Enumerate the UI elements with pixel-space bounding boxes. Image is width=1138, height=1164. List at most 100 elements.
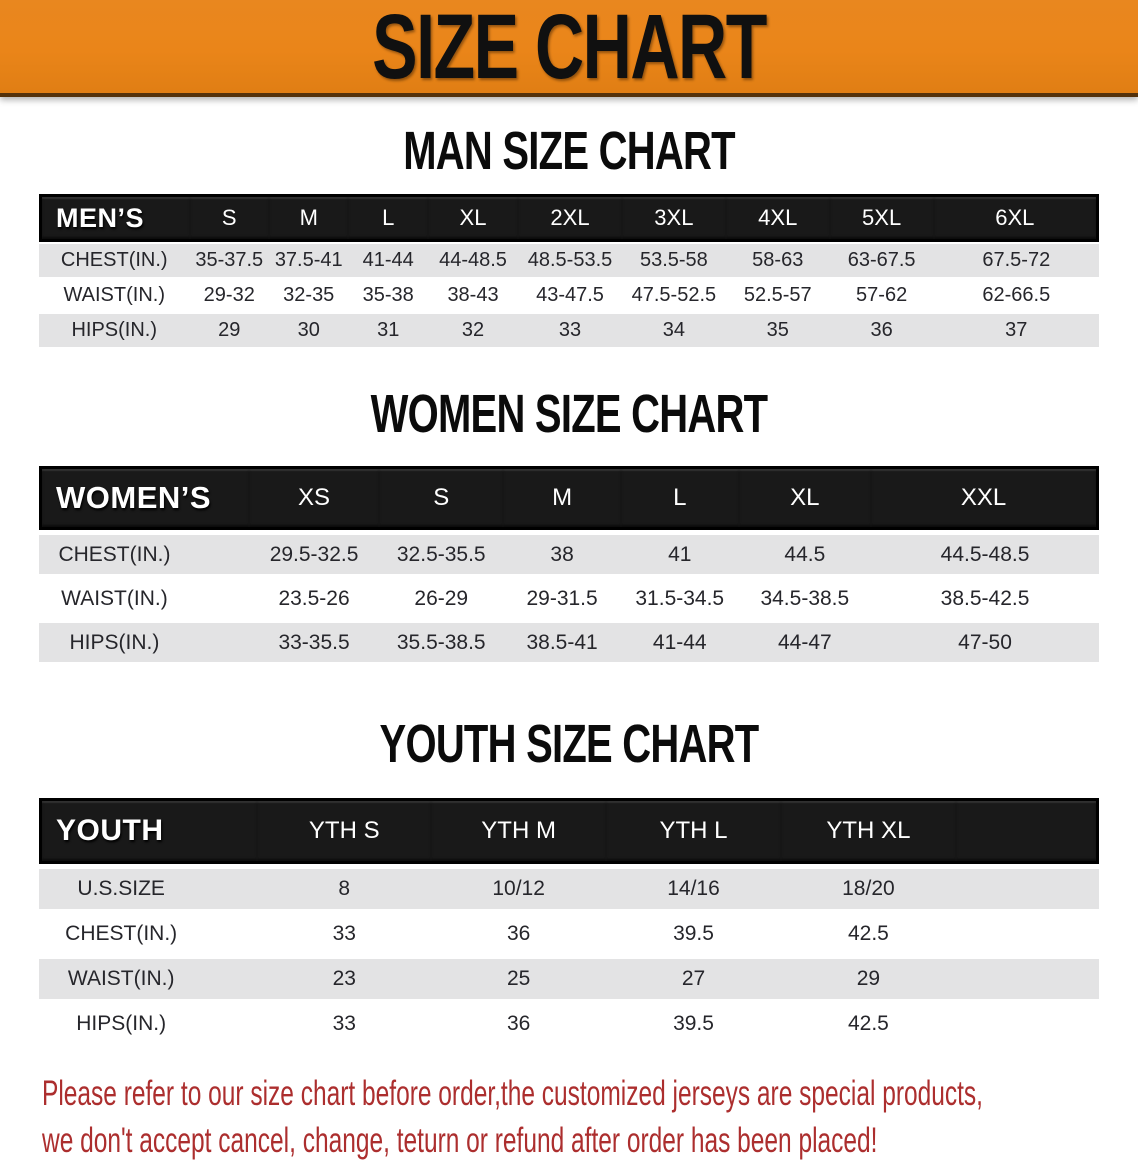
- table-header-row: YOUTH YTH S YTH M YTH L YTH XL: [39, 798, 1099, 864]
- value-cell: 63-67.5: [829, 244, 934, 277]
- value-cell: 38: [503, 535, 621, 574]
- value-cell: 29: [189, 314, 269, 347]
- value-cell: 29: [780, 959, 956, 999]
- page-title: SIZE CHART: [303, 1, 835, 93]
- value-cell: 33: [257, 1004, 432, 1044]
- men-size-table: MEN’S S M L XL 2XL 3XL 4XL 5XL 6XL CHEST(IN.) 35-37…: [39, 192, 1099, 349]
- value-cell: 36: [829, 314, 934, 347]
- row-label-cell: WAIST(IN.): [39, 579, 249, 618]
- size-column-header: M: [269, 194, 349, 242]
- value-cell: 32-35: [269, 279, 349, 312]
- value-cell: 41-44: [348, 244, 428, 277]
- size-column-header: XL: [427, 194, 519, 242]
- size-column-header: S: [189, 194, 269, 242]
- table-header-row: WOMEN’S XS S M L XL XXL: [39, 466, 1099, 530]
- disclaimer-line-1: Please refer to our size chart before or…: [42, 1074, 983, 1113]
- women-size-section: WOMEN SIZE CHART WOMEN’S XS S M L XL XXL CHEST(…: [0, 387, 1138, 667]
- value-cell: 41: [620, 535, 739, 574]
- value-cell: 32: [427, 314, 519, 347]
- value-cell: 35: [725, 314, 830, 347]
- youth-section-heading-text: YOUTH SIZE CHART: [379, 714, 760, 774]
- disclaimer: Please refer to our size chart before or…: [42, 1070, 1138, 1164]
- value-cell: 14/16: [606, 869, 781, 909]
- row-label-cell: HIPS(IN.): [39, 314, 190, 347]
- size-column-header: XL: [738, 466, 872, 530]
- size-column-header: YTH XL: [780, 798, 956, 864]
- value-cell: 44.5: [738, 535, 872, 574]
- value-cell: 18/20: [780, 869, 956, 909]
- value-cell: 36: [431, 914, 607, 954]
- page-title-text: SIZE CHART: [372, 0, 767, 98]
- value-cell: 48.5-53.5: [518, 244, 622, 277]
- row-label-cell: CHEST(IN.): [39, 535, 249, 574]
- value-cell: 44.5-48.5: [871, 535, 1099, 574]
- blank-cell: [955, 914, 1099, 954]
- value-cell: 23.5-26: [248, 579, 380, 618]
- value-cell: 37.5-41: [269, 244, 349, 277]
- men-section-heading-text: MAN SIZE CHART: [403, 121, 735, 181]
- value-cell: 35-37.5: [189, 244, 269, 277]
- women-section-heading-text: WOMEN SIZE CHART: [370, 384, 768, 444]
- value-cell: 67.5-72: [933, 244, 1099, 277]
- value-cell: 10/12: [431, 869, 607, 909]
- value-cell: 35-38: [348, 279, 428, 312]
- youth-size-section: YOUTH SIZE CHART YOUTH YTH S YTH M YTH L YTH…: [0, 717, 1138, 1049]
- value-cell: 29.5-32.5: [248, 535, 380, 574]
- value-cell: 30: [269, 314, 349, 347]
- value-cell: 53.5-58: [621, 244, 726, 277]
- value-cell: 38.5-42.5: [871, 579, 1099, 618]
- size-column-header: 3XL: [621, 194, 726, 242]
- measurement-row: CHEST(IN.) 35-37.5 37.5-41 41-44 44-48.5 48.5…: [39, 244, 1099, 277]
- table-title-cell: YOUTH: [39, 798, 258, 864]
- blank-cell: [955, 959, 1099, 999]
- size-column-header: YTH L: [606, 798, 781, 864]
- value-cell: 42.5: [780, 1004, 956, 1044]
- banner: SIZE CHART: [0, 0, 1138, 97]
- value-cell: 47-50: [871, 623, 1099, 662]
- value-cell: 26-29: [379, 579, 504, 618]
- value-cell: 8: [257, 869, 432, 909]
- size-column-header: L: [348, 194, 428, 242]
- table-title-cell: WOMEN’S: [39, 466, 249, 530]
- row-label-cell: WAIST(IN.): [39, 959, 258, 999]
- size-column-header: XS: [248, 466, 380, 530]
- measurement-row: HIPS(IN.) 29 30 31 32 33 34 35 36 37: [39, 314, 1099, 347]
- table-header-row: MEN’S S M L XL 2XL 3XL 4XL 5XL 6XL: [39, 194, 1099, 242]
- blank-header-cell: [955, 798, 1099, 864]
- measurement-row: CHEST(IN.) 33 36 39.5 42.5: [39, 914, 1099, 954]
- value-cell: 38-43: [427, 279, 519, 312]
- value-cell: 52.5-57: [725, 279, 830, 312]
- row-label-cell: CHEST(IN.): [39, 914, 258, 954]
- value-cell: 37: [933, 314, 1099, 347]
- blank-cell: [955, 869, 1099, 909]
- row-label-cell: HIPS(IN.): [39, 623, 249, 662]
- size-column-header: M: [503, 466, 621, 530]
- youth-section-heading: YOUTH SIZE CHART: [0, 717, 1138, 771]
- row-label-cell: U.S.SIZE: [39, 869, 258, 909]
- men-size-section: MAN SIZE CHART MEN’S S M L XL 2XL 3XL 4XL 5XL 6XL…: [0, 124, 1138, 349]
- youth-size-table: YOUTH YTH S YTH M YTH L YTH XL U.S.SIZE 8 10/12…: [39, 793, 1099, 1049]
- blank-cell: [955, 1004, 1099, 1044]
- size-column-header: YTH M: [431, 798, 607, 864]
- value-cell: 62-66.5: [933, 279, 1099, 312]
- value-cell: 34: [621, 314, 726, 347]
- size-column-header: S: [379, 466, 504, 530]
- value-cell: 25: [431, 959, 607, 999]
- row-label-cell: CHEST(IN.): [39, 244, 190, 277]
- value-cell: 57-62: [829, 279, 934, 312]
- measurement-row: WAIST(IN.) 29-32 32-35 35-38 38-43 43-47.5 47.…: [39, 279, 1099, 312]
- women-size-table: WOMEN’S XS S M L XL XXL CHEST(IN.) 29.5-32.5 32.5…: [39, 461, 1099, 667]
- measurement-row: CHEST(IN.) 29.5-32.5 32.5-35.5 38 41 44.5 44.5…: [39, 535, 1099, 574]
- value-cell: 33: [257, 914, 432, 954]
- value-cell: 31: [348, 314, 428, 347]
- value-cell: 33-35.5: [248, 623, 380, 662]
- value-cell: 27: [606, 959, 781, 999]
- row-label-cell: WAIST(IN.): [39, 279, 190, 312]
- value-cell: 34.5-38.5: [738, 579, 872, 618]
- table-title-cell: MEN’S: [39, 194, 190, 242]
- value-cell: 42.5: [780, 914, 956, 954]
- value-cell: 29-31.5: [503, 579, 621, 618]
- size-column-header: 2XL: [518, 194, 622, 242]
- value-cell: 29-32: [189, 279, 269, 312]
